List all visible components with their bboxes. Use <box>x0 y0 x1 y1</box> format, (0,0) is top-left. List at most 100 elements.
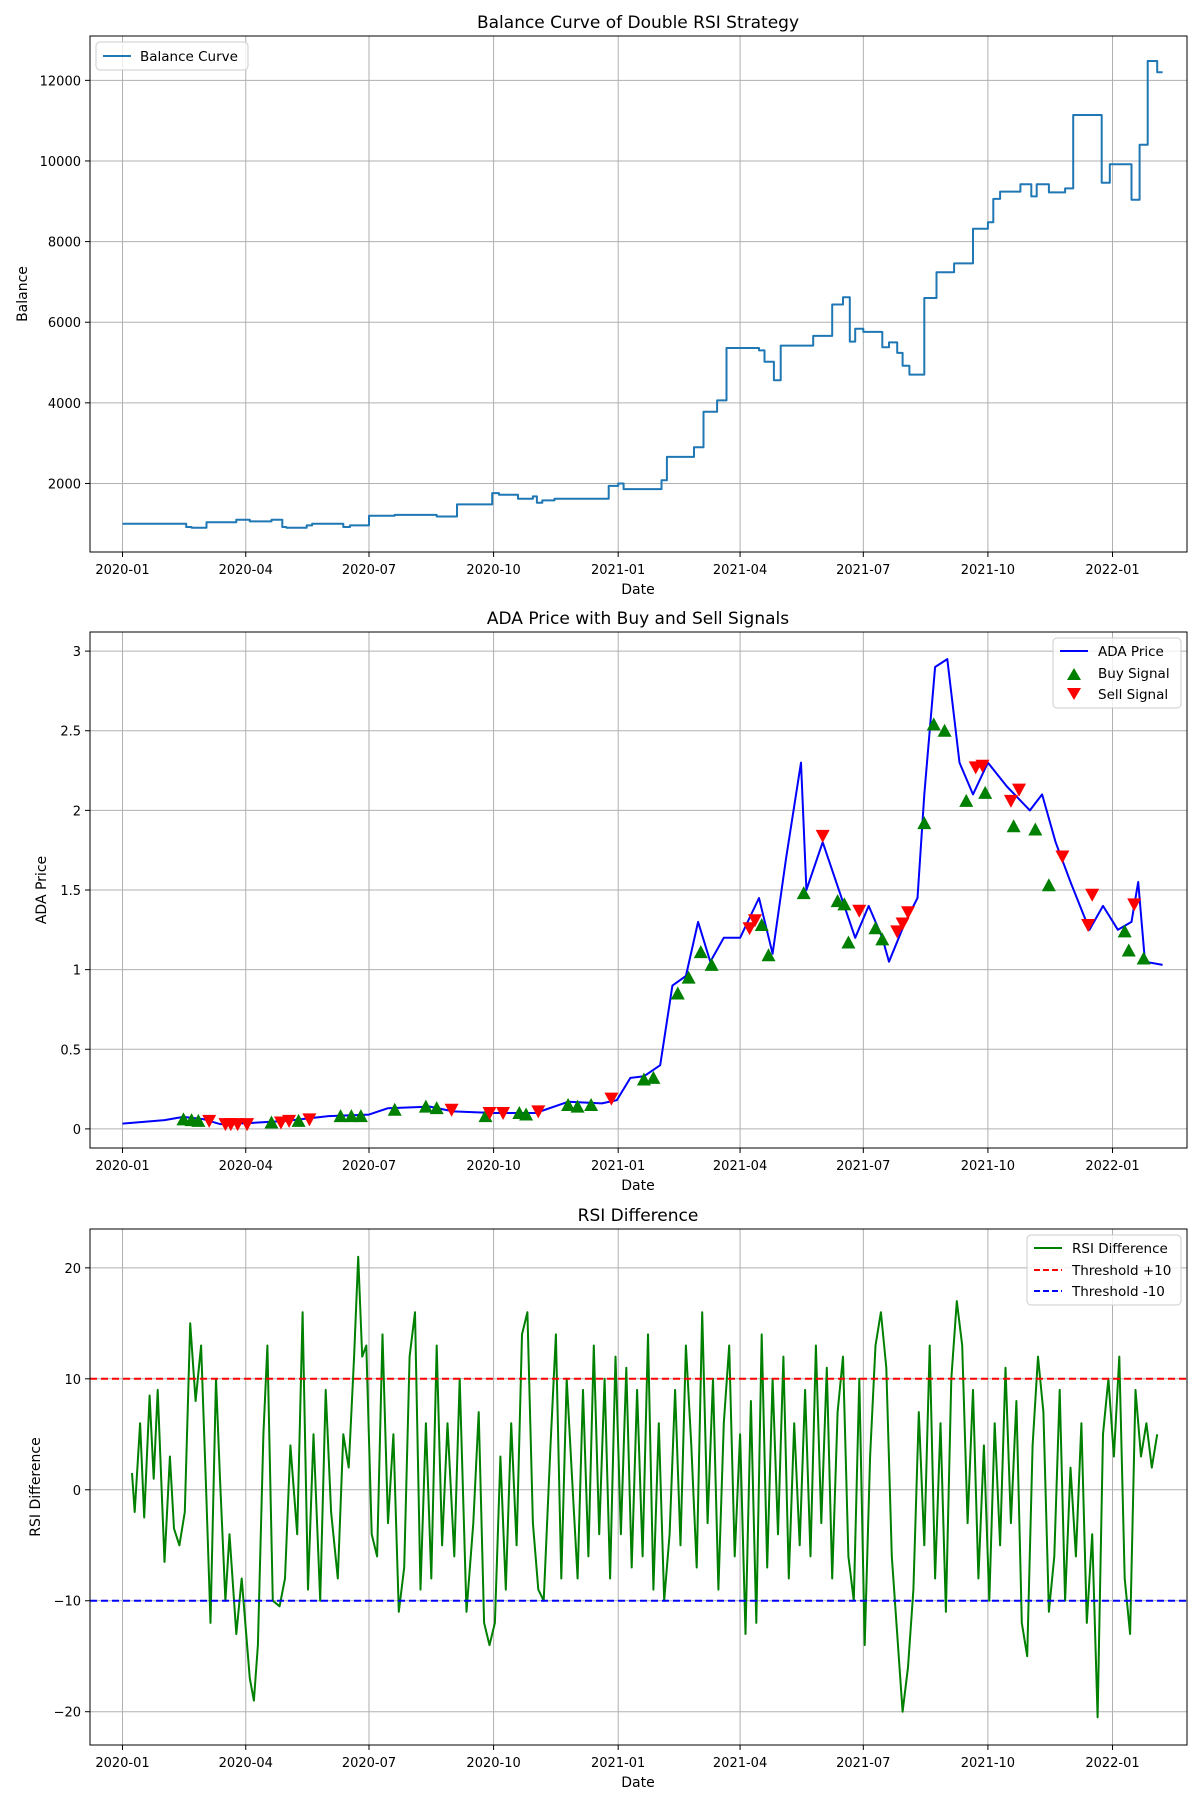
x-tick-label: 2020-04 <box>219 563 273 578</box>
balance-chart: 2020-01 2020-04 2020-07 2020-10 2021-01 2021-… <box>15 13 1188 598</box>
rsi-legend: RSI Difference Threshold +10 Threshold -… <box>1026 1234 1182 1306</box>
sell-signal-marker <box>282 1114 297 1128</box>
x-tick-label: 2021-01 <box>591 563 645 578</box>
y-tick-label: 12000 <box>40 74 81 89</box>
sell-signal-marker <box>273 1116 288 1130</box>
sell-signal-marker <box>230 1118 245 1132</box>
buy-signal-marker <box>646 1070 661 1084</box>
sell-signal-legend-marker <box>1067 688 1081 700</box>
price-legend-box <box>1052 637 1182 709</box>
balance-y-axis-label: Balance <box>15 266 31 322</box>
y-tick-label: 2.5 <box>60 725 81 740</box>
buy-signal-marker <box>418 1099 433 1113</box>
balance-y-ticks: 2000 4000 6000 8000 10000 12000 <box>40 74 90 492</box>
rsi-series-line <box>131 1255 1159 1719</box>
price-chart-title: ADA Price with Buy and Sell Signals <box>487 609 789 629</box>
x-tick-label: 2020-10 <box>466 1756 520 1771</box>
rsi-chart: 2020-01 2020-04 2020-07 2020-10 2021-01 2021-… <box>28 1206 1188 1791</box>
sell-signal-marker <box>496 1106 511 1120</box>
y-tick-label: 6000 <box>48 316 81 331</box>
balance-legend-box <box>95 41 249 71</box>
sell-signal-marker <box>1081 919 1096 933</box>
price-legend-label-price: ADA Price <box>1098 644 1164 660</box>
buy-signal-marker <box>1117 924 1132 938</box>
buy-signal-marker <box>387 1102 402 1116</box>
y-tick-label: −20 <box>54 1706 81 1721</box>
buy-signal-marker <box>264 1115 279 1129</box>
price-legend-label-buy: Buy Signal <box>1098 666 1170 682</box>
rsi-legend-label-plus: Threshold +10 <box>1071 1263 1171 1279</box>
rsi-chart-title: RSI Difference <box>578 1206 699 1226</box>
buy-signal-marker <box>875 932 890 946</box>
x-tick-label: 2022-01 <box>1085 1159 1139 1174</box>
buy-signal-marker <box>1028 822 1043 836</box>
buy-signal-marker <box>796 886 811 900</box>
sell-signal-marker <box>901 906 916 920</box>
price-y-ticks: 0 0.5 1 1.5 2 2.5 3 <box>60 645 90 1138</box>
buy-signal-marker <box>1041 878 1056 892</box>
x-tick-label: 2021-04 <box>713 1756 767 1771</box>
rsi-series <box>90 1255 1187 1719</box>
balance-plot-frame <box>89 35 1188 553</box>
sell-signal-marker <box>1012 783 1027 797</box>
buy-signal-marker <box>570 1099 585 1113</box>
x-tick-label: 2021-01 <box>591 1159 645 1174</box>
rsi-legend-label-diff: RSI Difference <box>1072 1241 1168 1257</box>
y-tick-label: 0 <box>73 1484 81 1499</box>
y-tick-label: 2 <box>73 804 81 819</box>
buy-signal-marker <box>917 816 932 830</box>
x-tick-label: 2021-10 <box>961 1756 1015 1771</box>
x-tick-label: 2021-04 <box>713 1159 767 1174</box>
balance-chart-title: Balance Curve of Double RSI Strategy <box>477 13 799 33</box>
buy-signal-marker <box>841 935 856 949</box>
sell-signal-marker <box>1127 898 1142 912</box>
x-tick-label: 2021-07 <box>836 563 890 578</box>
buy-signal-marker <box>1006 819 1021 833</box>
x-tick-label: 2022-01 <box>1085 1756 1139 1771</box>
balance-legend: Balance Curve <box>95 41 249 71</box>
x-tick-label: 2020-04 <box>219 1756 273 1771</box>
x-tick-label: 2020-10 <box>466 563 520 578</box>
x-tick-label: 2021-07 <box>836 1756 890 1771</box>
y-tick-label: 1.5 <box>60 884 81 899</box>
buy-signal-marker <box>926 717 941 731</box>
balance-grid <box>90 36 1187 552</box>
buy-signal-marker <box>837 897 852 911</box>
sell-signal-marker <box>815 829 830 843</box>
x-tick-label: 2020-07 <box>342 1159 396 1174</box>
sell-signal-marker <box>1085 888 1100 902</box>
sell-signal-marker <box>604 1092 619 1106</box>
buy-signal-marker <box>584 1098 599 1111</box>
sell-signal-marker <box>240 1118 255 1132</box>
x-tick-label: 2020-01 <box>95 1756 149 1771</box>
buy-signal-marker <box>429 1101 444 1115</box>
price-chart: 2020-01 2020-04 2020-07 2020-10 2021-01 2021-… <box>34 609 1188 1194</box>
sell-signal-marker <box>302 1113 317 1127</box>
buy-signal-marker <box>761 948 776 962</box>
rsi-legend-box <box>1026 1234 1182 1306</box>
y-tick-label: 20 <box>64 1262 81 1277</box>
buy-signal-marker <box>561 1098 576 1111</box>
buy-signal-marker <box>959 793 974 807</box>
balance-legend-label: Balance Curve <box>140 49 238 65</box>
y-tick-label: 0.5 <box>60 1043 81 1058</box>
x-tick-label: 2021-04 <box>713 563 767 578</box>
x-tick-label: 2020-10 <box>466 1159 520 1174</box>
buy-signal-marker <box>1136 951 1151 965</box>
buy-signal-marker <box>693 945 708 959</box>
buy-signal-marker <box>291 1113 306 1127</box>
sell-signal-marker <box>747 914 762 928</box>
price-y-axis-label: ADA Price <box>34 856 50 924</box>
rsi-y-ticks: −20 −10 0 10 20 <box>54 1262 90 1721</box>
buy-signal-legend-marker <box>1067 668 1081 680</box>
price-legend-label-sell: Sell Signal <box>1098 687 1168 703</box>
x-tick-label: 2020-01 <box>95 563 149 578</box>
sell-signal-marker <box>1055 850 1070 864</box>
x-tick-label: 2021-07 <box>836 1159 890 1174</box>
buy-signal-marker <box>868 921 883 935</box>
balance-x-axis-label: Date <box>621 582 654 598</box>
y-tick-label: 2000 <box>48 477 81 492</box>
buy-signal-marker <box>754 918 769 932</box>
x-tick-label: 2020-07 <box>342 563 396 578</box>
